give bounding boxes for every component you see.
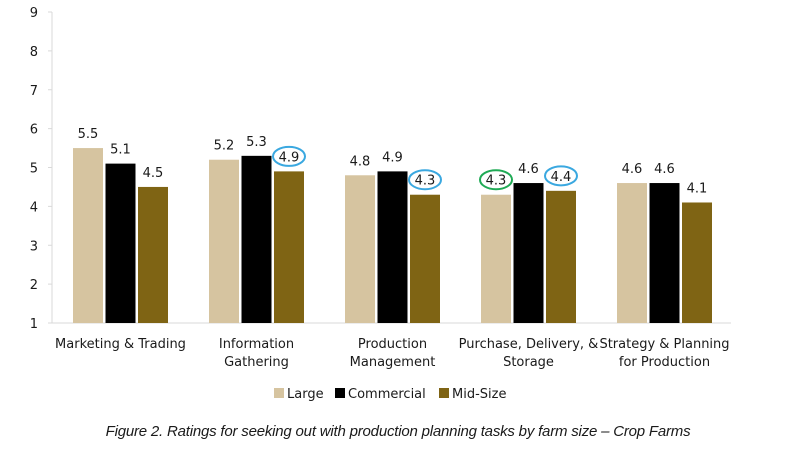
category-label: Production	[358, 337, 427, 352]
bar	[481, 194, 511, 323]
legend-label: Mid-Size	[452, 387, 506, 402]
bar	[274, 171, 304, 323]
category-label: Management	[350, 355, 436, 370]
data-label: 5.5	[78, 127, 99, 142]
data-label: 4.6	[654, 162, 675, 177]
data-label: 4.8	[350, 154, 371, 169]
data-label: 4.9	[382, 150, 403, 165]
category-label: Storage	[503, 355, 554, 370]
figure-caption: Figure 2. Ratings for seeking out with p…	[105, 423, 691, 440]
legend-label: Commercial	[348, 387, 426, 402]
legend-label: Large	[287, 387, 324, 402]
data-label: 5.3	[246, 135, 267, 150]
y-tick-label: 8	[30, 45, 38, 60]
bar	[546, 190, 576, 323]
bar	[138, 186, 168, 323]
bar	[73, 148, 103, 323]
bar	[649, 183, 680, 323]
y-tick-label: 6	[30, 123, 38, 138]
category-label: Purchase, Delivery, &	[459, 337, 599, 352]
bar	[682, 202, 712, 323]
highlight-circle	[272, 145, 306, 167]
bars	[73, 148, 712, 323]
data-label: 5.2	[214, 139, 235, 154]
bar	[410, 194, 440, 323]
bar-chart: 1 2 3 4 5 6 7 8 9 5.5 5.1 4.5 5.2 5.3 4.9 4.8 4.9 4.3 4.3…	[30, 6, 731, 402]
data-label: 4.3	[415, 174, 436, 189]
y-tick-label: 7	[30, 84, 38, 99]
category-label: Information	[219, 337, 294, 352]
legend: Large Commercial Mid-Size	[274, 387, 506, 402]
category-label: for Production	[619, 355, 710, 370]
y-tick-label: 1	[30, 317, 38, 332]
data-label: 4.5	[143, 166, 164, 181]
data-label: 4.1	[687, 181, 708, 196]
bar	[209, 159, 239, 323]
category-label: Marketing & Trading	[55, 337, 186, 352]
bar	[241, 155, 272, 323]
data-label: 4.4	[551, 170, 572, 185]
y-tick-label: 3	[30, 239, 38, 254]
legend-swatch	[274, 388, 284, 398]
bar	[345, 175, 375, 323]
y-tick-label: 2	[30, 278, 38, 293]
bar	[105, 163, 136, 323]
bar	[617, 183, 647, 323]
data-label: 4.9	[279, 150, 300, 165]
bar	[377, 171, 408, 323]
legend-swatch	[439, 388, 449, 398]
category-label: Gathering	[224, 355, 289, 370]
data-label: 4.6	[622, 162, 643, 177]
data-label: 4.3	[486, 174, 507, 189]
y-tick-label: 9	[30, 6, 38, 21]
highlight-circle	[479, 169, 513, 191]
category-labels: Marketing & Trading Information Gathering P…	[55, 337, 730, 370]
data-labels: 5.5 5.1 4.5 5.2 5.3 4.9 4.8 4.9 4.3 4.3 4.6 4.4 4.6 4…	[78, 127, 708, 196]
legend-swatch	[335, 388, 345, 398]
data-label: 5.1	[110, 143, 131, 158]
bar	[513, 183, 544, 323]
y-tick-label: 5	[30, 162, 38, 177]
y-tick-label: 4	[30, 200, 38, 215]
highlight-circle	[408, 169, 442, 191]
category-label: Strategy & Planning	[599, 337, 729, 352]
data-label: 4.6	[518, 162, 539, 177]
highlight-circle	[544, 165, 578, 187]
